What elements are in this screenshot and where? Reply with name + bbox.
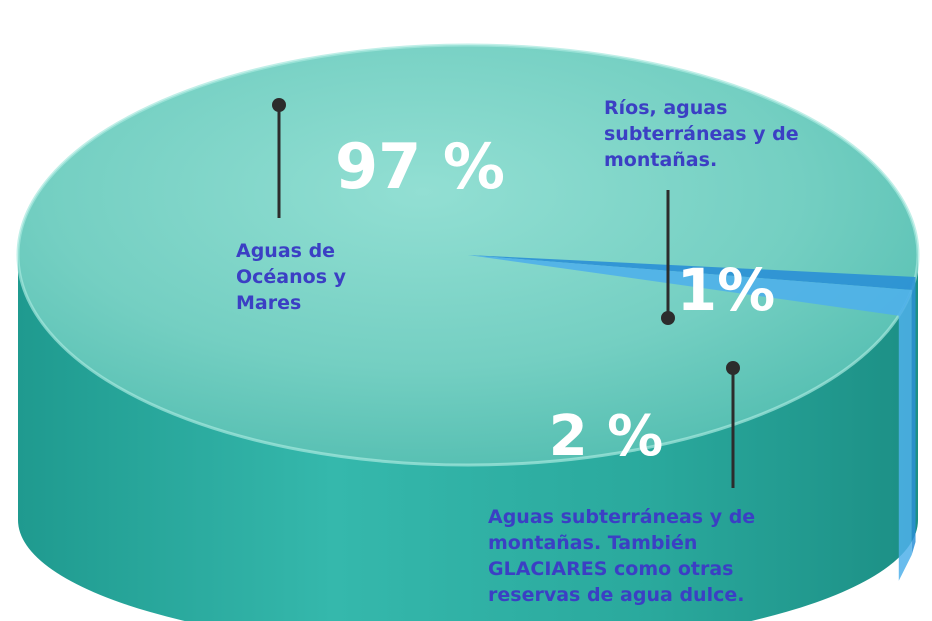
label-rios-line: subterráneas y de (604, 123, 799, 145)
value-label-97: 97 % (335, 130, 505, 203)
slice-rios-side (911, 276, 916, 556)
label-rios-line: Ríos, aguas (604, 97, 728, 119)
label-glaciares: Aguas subterráneas y de montañas. También… (488, 504, 755, 608)
label-glaciares-line: montañas. También (488, 532, 698, 554)
label-oceanos-line: Océanos y (236, 266, 347, 288)
leader-glaciares-dot (726, 361, 740, 375)
label-rios-line: montañas. (604, 149, 718, 171)
leader-rios-dot (661, 311, 675, 325)
value-label-2: 2 % (549, 404, 664, 469)
label-oceanos: Aguas de Océanos y Mares (236, 238, 346, 316)
label-rios: Ríos, aguas subterráneas y de montañas. (604, 95, 799, 173)
value-label-1: 1% (677, 256, 775, 324)
slice-glaciares-side (898, 290, 912, 581)
label-oceanos-line: Aguas de (236, 240, 336, 262)
leader-oceanos-dot (272, 98, 286, 112)
label-glaciares-line: GLACIARES como otras (488, 558, 734, 580)
label-glaciares-line: reservas de agua dulce. (488, 584, 745, 606)
pie-top-rim (16, 43, 920, 467)
slice-rios (468, 255, 916, 291)
label-oceanos-line: Mares (236, 292, 302, 314)
label-glaciares-line: Aguas subterráneas y de (488, 506, 756, 528)
slice-glaciares (468, 255, 912, 316)
